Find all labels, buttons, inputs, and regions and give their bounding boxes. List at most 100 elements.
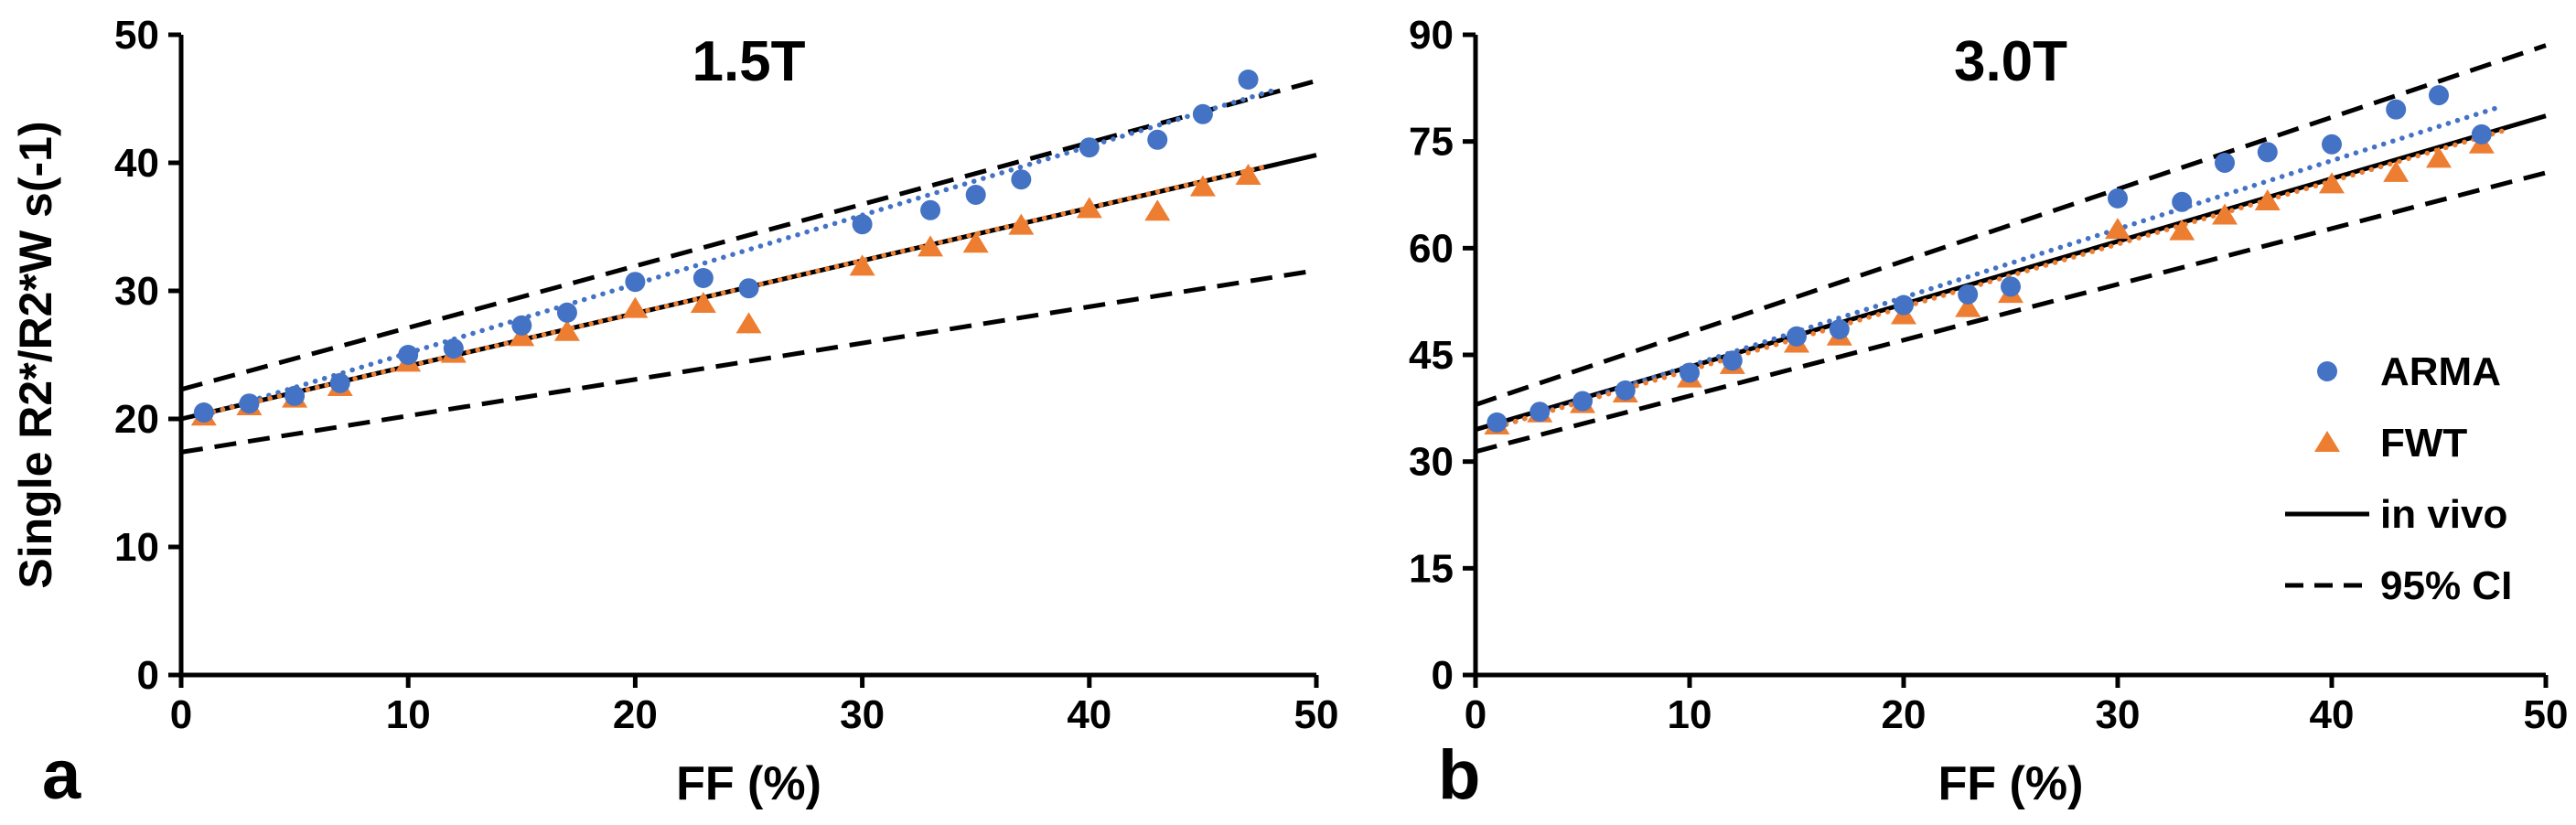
ci-line xyxy=(180,268,1317,455)
data-point-fwt xyxy=(690,292,716,313)
x-tick-label: 40 xyxy=(2310,692,2355,737)
data-point-arma xyxy=(2001,276,2021,297)
data-point-arma xyxy=(511,315,532,336)
chart-1-5t: 0 10 20 30 40 50 0 10 20 30 40 50 1.5T FF (%) Single R… xyxy=(10,13,1338,810)
data-point-arma xyxy=(2215,153,2235,173)
y-tick-label: 60 xyxy=(1409,226,1454,271)
data-point-arma xyxy=(2471,123,2492,145)
panel-label-a: a xyxy=(42,736,81,814)
y-tick-label: 30 xyxy=(114,269,159,314)
y-tick-label: 45 xyxy=(1409,333,1454,378)
trend-line-fwt xyxy=(1494,128,2506,430)
data-point-arma xyxy=(852,214,873,235)
data-point-fwt xyxy=(1008,213,1035,235)
data-point-arma xyxy=(1487,412,1508,433)
data-point-fwt xyxy=(1235,164,1261,185)
y-tick-label: 30 xyxy=(1409,440,1454,485)
legend-item-95-ci: 95% CI xyxy=(2380,563,2512,608)
data-point-arma xyxy=(239,393,260,414)
x-tick-label: 30 xyxy=(2096,692,2141,737)
data-point-arma xyxy=(965,185,986,205)
data-point-arma xyxy=(443,338,464,359)
data-point-fwt xyxy=(918,235,944,257)
ci-line xyxy=(1475,43,2547,407)
data-point-fwt xyxy=(2383,160,2410,182)
panel-label-b: b xyxy=(1438,736,1481,814)
data-point-arma xyxy=(738,278,759,299)
data-point-arma xyxy=(920,199,941,220)
y-tick-label: 15 xyxy=(1409,546,1454,591)
legend-swatch-triangle xyxy=(2314,431,2340,452)
data-point-arma xyxy=(1958,284,1979,305)
data-point-fwt xyxy=(2254,189,2281,210)
data-point-fwt xyxy=(1189,175,1216,197)
data-point-arma xyxy=(1530,402,1551,423)
data-point-arma xyxy=(1722,350,1743,371)
data-point-arma xyxy=(329,372,350,393)
data-point-arma xyxy=(2386,99,2407,120)
data-point-arma xyxy=(1615,380,1636,401)
data-point-arma xyxy=(2429,85,2449,106)
x-tick-label: 0 xyxy=(170,692,192,737)
data-point-arma xyxy=(692,268,714,288)
y-tick-label: 20 xyxy=(114,397,159,442)
data-point-arma xyxy=(1787,326,1807,347)
y-tick-label: 10 xyxy=(114,525,159,570)
y-tick-label: 0 xyxy=(1432,653,1454,698)
y-axis-label: Single R2*/R2*W s(-1) xyxy=(10,121,61,588)
x-tick-label: 20 xyxy=(1882,692,1927,737)
data-point-arma xyxy=(1829,319,1850,339)
data-point-fwt xyxy=(1076,197,1102,219)
data-point-fwt xyxy=(735,312,762,334)
data-point-fwt xyxy=(509,325,535,347)
data-point-arma xyxy=(2322,134,2342,155)
legend-item-in-vivo: in vivo xyxy=(2380,492,2507,537)
y-tick-label: 75 xyxy=(1409,120,1454,165)
data-point-arma xyxy=(284,385,306,406)
data-point-arma xyxy=(193,402,214,423)
data-point-arma xyxy=(1192,103,1213,124)
data-point-fwt xyxy=(1144,199,1171,221)
data-point-arma xyxy=(1572,391,1593,412)
chart-3-0t: 0 10 20 30 40 50 0 15 30 45 60 75 90 3.0T FF (%) ARMA FW… xyxy=(1409,13,2569,810)
data-point-fwt xyxy=(2319,172,2345,194)
chart-title: 3.0T xyxy=(1954,30,2067,93)
data-point-arma xyxy=(1011,169,1032,190)
data-point-fwt xyxy=(2169,219,2195,241)
trend-line-arma xyxy=(201,88,1274,418)
data-point-fwt xyxy=(962,231,989,253)
legend-item-arma: ARMA xyxy=(2380,349,2501,394)
data-point-fwt xyxy=(553,319,580,341)
chart-title: 1.5T xyxy=(692,30,805,93)
data-point-arma xyxy=(1238,70,1259,90)
data-point-arma xyxy=(625,272,646,293)
data-point-fwt xyxy=(849,254,875,276)
data-point-arma xyxy=(1079,137,1100,158)
y-tick-label: 0 xyxy=(137,653,159,698)
panel-b: 0 10 20 30 40 50 0 15 30 45 60 75 90 3.0T FF (%) ARMA FW… xyxy=(1370,7,2569,812)
panel-a: 0 10 20 30 40 50 0 10 20 30 40 50 1.5T FF (%) Single R… xyxy=(7,7,1370,812)
y-tick-label: 50 xyxy=(114,13,159,58)
ci-line xyxy=(1475,170,2547,455)
legend-item-fwt: FWT xyxy=(2380,421,2467,466)
data-point-arma xyxy=(1894,295,1914,316)
data-point-fwt xyxy=(2212,203,2238,225)
x-tick-label: 30 xyxy=(840,692,885,737)
trend-line-arma xyxy=(1494,103,2506,431)
x-tick-label: 20 xyxy=(613,692,658,737)
x-tick-label: 10 xyxy=(1668,692,1712,737)
x-tick-label: 40 xyxy=(1067,692,1111,737)
data-point-fwt xyxy=(2105,218,2131,240)
data-point-arma xyxy=(556,302,577,323)
x-tick-label: 0 xyxy=(1465,692,1487,737)
data-point-arma xyxy=(1680,362,1700,383)
data-point-arma xyxy=(2172,191,2193,212)
x-tick-label: 10 xyxy=(386,692,431,737)
data-point-fwt xyxy=(2426,146,2452,168)
ci-line xyxy=(180,78,1317,392)
legend-swatch-circle xyxy=(2317,361,2337,381)
data-point-arma xyxy=(1147,129,1168,150)
x-tick-label: 50 xyxy=(2524,692,2569,737)
